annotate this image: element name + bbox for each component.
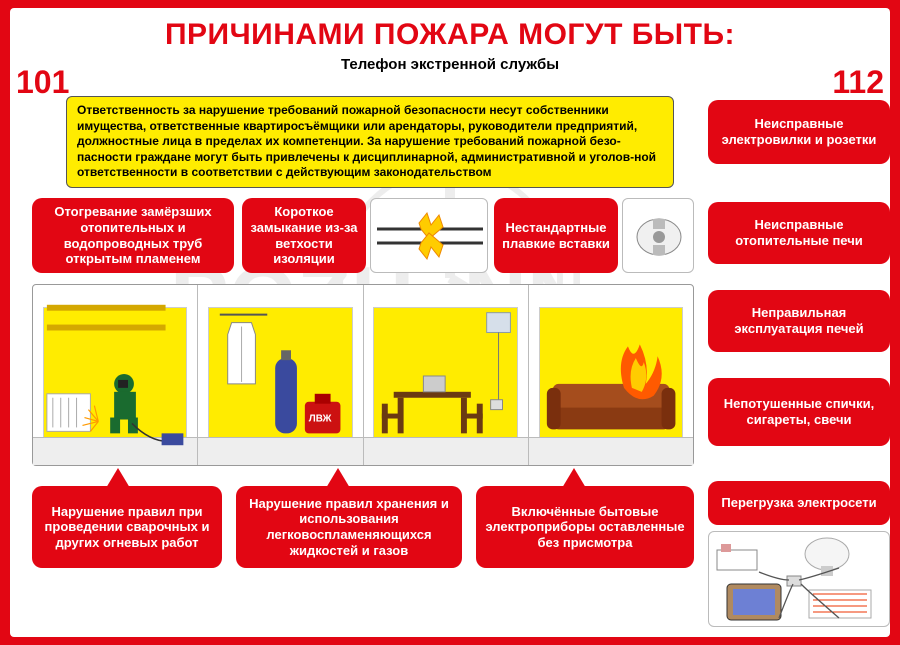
cause-appliances: Включённые бытовые электроприборы оставл…	[476, 486, 694, 568]
subtitle: Телефон экстренной службы	[10, 56, 890, 73]
room-welding	[33, 285, 198, 465]
arrow-icon	[562, 468, 586, 488]
main-title: ПРИЧИНАМИ ПОЖАРА МОГУТ БЫТЬ:	[10, 8, 890, 52]
legal-text: Ответственность за нарушение требований …	[66, 96, 674, 188]
short-circuit-image	[370, 198, 488, 273]
cause-sockets: Неисправные электровилки и розетки	[708, 100, 890, 164]
overload-image	[708, 531, 890, 627]
fuse-image	[622, 198, 694, 273]
arrow-icon	[106, 468, 130, 488]
arrow-icon	[326, 468, 350, 488]
cause-overload: Перегрузка электросети	[708, 481, 890, 525]
rooms-strip: ЛВЖ	[32, 284, 694, 466]
room-flammables: ЛВЖ	[198, 285, 363, 465]
svg-text:ЛВЖ: ЛВЖ	[309, 413, 332, 424]
poster-panel: POZH_NN ПРИЧИНАМИ ПОЖАРА МОГУТ БЫТЬ: Тел…	[10, 8, 890, 637]
cause-fuse-inserts: Нестандартные плавкие вставки	[494, 198, 618, 273]
cause-stoves-faulty: Неисправные отопительные печи	[708, 202, 890, 264]
phone-left: 101	[16, 64, 69, 101]
cause-stoves-misuse: Неправильная эксплуатация печей	[708, 290, 890, 352]
cause-flammables: Нарушение правил хранения и использовани…	[236, 486, 462, 568]
room-appliances	[364, 285, 529, 465]
room-sofa-fire	[529, 285, 693, 465]
phone-right: 112	[832, 64, 884, 101]
cause-short-circuit: Короткое замыкание из-за ветхости изоляц…	[242, 198, 366, 273]
cause-welding: Нарушение правил при проведении сварочны…	[32, 486, 222, 568]
cause-thawing-pipes: Отогревание замёрзших отопительных и вод…	[32, 198, 234, 273]
cause-matches: Непотушенные спички, сигареты, свечи	[708, 378, 890, 446]
